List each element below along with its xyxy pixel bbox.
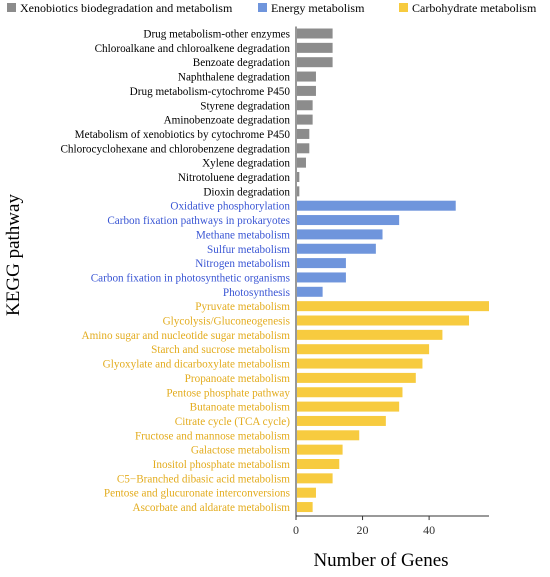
bar-xylene-degradation: [297, 157, 306, 168]
bar-starch-and-sucrose-metabolism: [297, 344, 430, 355]
category-label-glyoxylate-and-dicarboxylate-metabolism: Glyoxylate and dicarboxylate metabolism: [103, 359, 291, 371]
legend-swatch-xenobiotics-biodegradation-and-metabolism: [7, 3, 16, 12]
category-label-benzoate-degradation: Benzoate degradation: [193, 57, 291, 69]
legend-swatch-energy-metabolism: [258, 3, 267, 12]
bar-pentose-phosphate-pathway: [297, 387, 403, 398]
bar-photosynthesis: [297, 286, 323, 297]
x-axis-title: Number of Genes: [313, 550, 448, 571]
bar-chlorocyclohexane-and-chlorobenzene-degradation: [297, 143, 310, 154]
bar-chloroalkane-and-chloroalkene-degradation: [297, 42, 333, 53]
bar-ascorbate-and-aldarate-metabolism: [297, 502, 313, 513]
category-label-nitrogen-metabolism: Nitrogen metabolism: [195, 258, 290, 270]
category-labels-group: Drug metabolism-other enzymes Chloroalkan…: [60, 29, 290, 515]
category-label-c5-branched-dibasic-acid-metabolism: C5−Branched dibasic acid metabolism: [117, 473, 290, 485]
bar-pyruvate-metabolism: [297, 301, 489, 312]
bar-styrene-degradation: [297, 100, 313, 111]
category-label-nitrotoluene-degradation: Nitrotoluene degradation: [178, 172, 291, 184]
bar-metabolism-of-xenobiotics-by-cytochrome-p450: [297, 128, 310, 139]
bar-butanoate-metabolism: [297, 401, 400, 412]
category-label-dioxin-degradation: Dioxin degradation: [203, 186, 290, 198]
y-axis-title: KEGG pathway: [3, 194, 24, 316]
bar-inositol-phosphate-metabolism: [297, 459, 340, 469]
category-label-methane-metabolism: Methane metabolism: [196, 229, 290, 241]
category-label-sulfur-metabolism: Sulfur metabolism: [207, 244, 290, 256]
bar-c5-branched-dibasic-acid-metabolism: [297, 473, 333, 484]
category-label-naphthalene-degradation: Naphthalene degradation: [178, 72, 291, 84]
bar-methane-metabolism: [297, 229, 383, 240]
bar-glycolysis-gluconeogenesis: [297, 315, 470, 326]
category-label-chloroalkane-and-chloroalkene-degradation: Chloroalkane and chloroalkene degradatio…: [95, 43, 291, 55]
bar-aminobenzoate-degradation: [297, 114, 313, 125]
category-label-pyruvate-metabolism: Pyruvate metabolism: [195, 301, 290, 313]
category-label-glycolysis-gluconeogenesis: Glycolysis/Gluconeogenesis: [163, 316, 290, 328]
category-label-pentose-and-glucuronate-interconversions: Pentose and glucuronate interconversions: [104, 488, 290, 500]
category-label-citrate-cycle-tca-cycle: Citrate cycle (TCA cycle): [175, 416, 291, 428]
bar-dioxin-degradation: [297, 186, 300, 197]
bar-drug-metabolism-other-enzymes: [297, 28, 333, 39]
bar-sulfur-metabolism: [297, 243, 376, 254]
category-label-amino-sugar-and-nucleotide-sugar-metabolism: Amino sugar and nucleotide sugar metabol…: [82, 330, 291, 342]
bar-naphthalene-degradation: [297, 71, 316, 82]
bar-nitrotoluene-degradation: [297, 172, 300, 182]
category-label-propanoate-metabolism: Propanoate metabolism: [185, 373, 291, 385]
bar-pentose-and-glucuronate-interconversions: [297, 487, 316, 498]
bar-nitrogen-metabolism: [297, 258, 346, 269]
x-tick-label-0: 0: [293, 523, 299, 537]
legend-label-carbohydrate-metabolism: Carbohydrate metabolism: [412, 1, 537, 15]
category-label-xylene-degradation: Xylene degradation: [202, 158, 290, 170]
category-label-inositol-phosphate-metabolism: Inositol phosphate metabolism: [153, 459, 291, 471]
bar-carbon-fixation-in-photosynthetic-organisms: [297, 272, 346, 283]
bar-citrate-cycle-tca-cycle: [297, 415, 386, 426]
bar-fructose-and-mannose-metabolism: [297, 430, 360, 441]
category-label-chlorocyclohexane-and-chlorobenzene-degradation: Chlorocyclohexane and chlorobenzene degr…: [60, 143, 290, 155]
category-label-metabolism-of-xenobiotics-by-cytochrome-p450: Metabolism of xenobiotics by cytochrome …: [75, 129, 291, 141]
bars-group: [297, 28, 489, 513]
bar-oxidative-phosphorylation: [297, 200, 456, 211]
category-label-starch-and-sucrose-metabolism: Starch and sucrose metabolism: [151, 344, 290, 356]
bar-propanoate-metabolism: [297, 372, 416, 383]
category-label-oxidative-phosphorylation: Oxidative phosphorylation: [170, 201, 290, 213]
bar-carbon-fixation-pathways-in-prokaryotes: [297, 215, 400, 226]
bar-glyoxylate-and-dicarboxylate-metabolism: [297, 358, 423, 369]
category-label-pentose-phosphate-pathway: Pentose phosphate pathway: [166, 387, 290, 399]
bar-galactose-metabolism: [297, 444, 343, 455]
category-label-styrene-degradation: Styrene degradation: [200, 100, 290, 112]
legend-label-energy-metabolism: Energy metabolism: [271, 1, 365, 15]
legend: Xenobiotics biodegradation and metabolis…: [7, 1, 537, 15]
category-label-photosynthesis: Photosynthesis: [223, 287, 290, 299]
category-label-drug-metabolism-other-enzymes: Drug metabolism-other enzymes: [143, 29, 290, 41]
category-label-butanoate-metabolism: Butanoate metabolism: [190, 402, 291, 414]
bar-benzoate-degradation: [297, 57, 333, 68]
bar-drug-metabolism-cytochrome-p450: [297, 85, 316, 96]
x-tick-label-40: 40: [423, 523, 435, 537]
category-label-aminobenzoate-degradation: Aminobenzoate degradation: [164, 115, 291, 127]
x-ticks-group: 0 20 40: [293, 516, 435, 537]
category-label-carbon-fixation-pathways-in-prokaryotes: Carbon fixation pathways in prokaryotes: [107, 215, 290, 227]
legend-swatch-carbohydrate-metabolism: [399, 3, 408, 12]
category-label-drug-metabolism-cytochrome-p450: Drug metabolism-cytochrome P450: [130, 86, 291, 98]
category-label-fructose-and-mannose-metabolism: Fructose and mannose metabolism: [135, 430, 290, 442]
x-tick-label-20: 20: [357, 523, 369, 537]
bar-amino-sugar-and-nucleotide-sugar-metabolism: [297, 329, 443, 340]
category-label-ascorbate-and-aldarate-metabolism: Ascorbate and aldarate metabolism: [133, 502, 291, 514]
category-label-galactose-metabolism: Galactose metabolism: [191, 445, 290, 457]
legend-label-xenobiotics-biodegradation-and-metabolism: Xenobiotics biodegradation and metabolis…: [20, 1, 233, 15]
category-label-carbon-fixation-in-photosynthetic-organisms: Carbon fixation in photosynthetic organi…: [91, 272, 290, 284]
